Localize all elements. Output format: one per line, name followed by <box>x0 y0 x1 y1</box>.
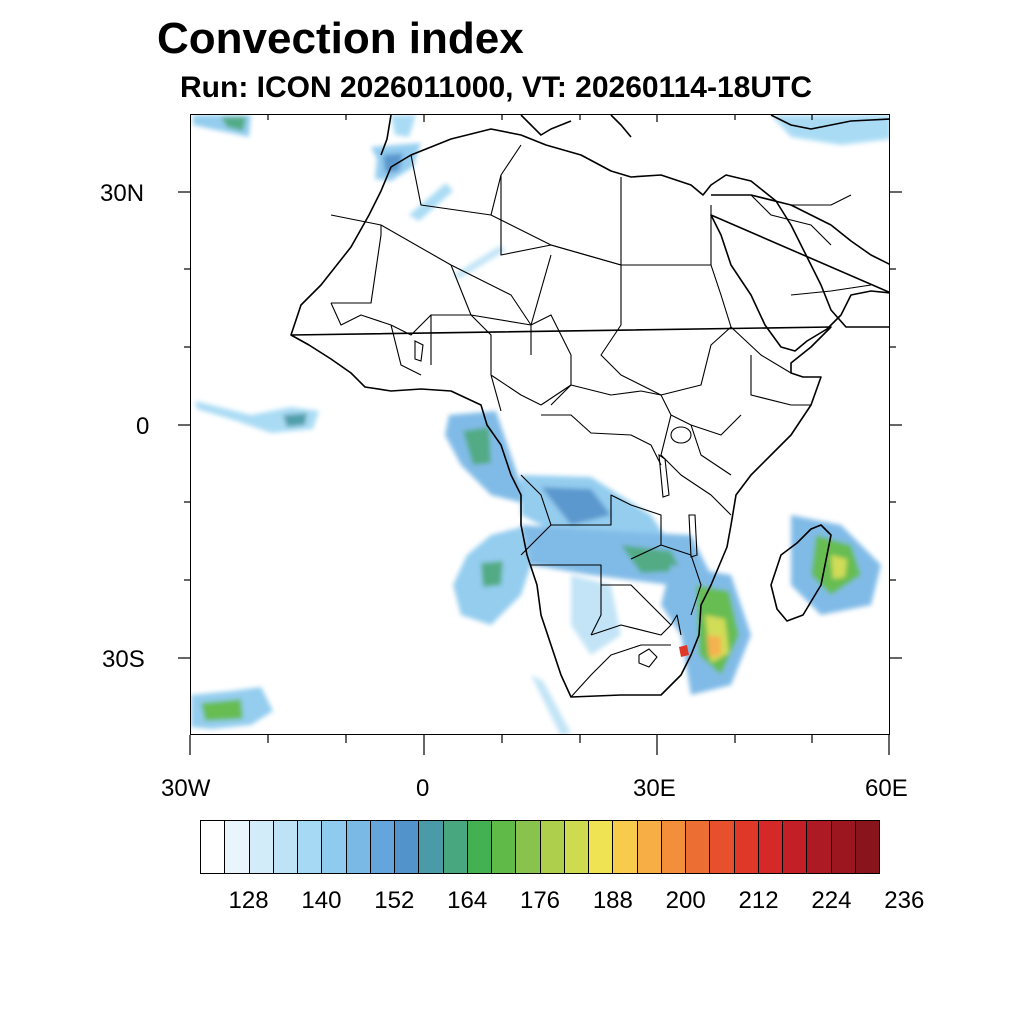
shading-se-streak <box>531 675 571 734</box>
lat-label-30n: 30N <box>100 180 145 207</box>
colorbar-swatch <box>322 821 347 873</box>
border-horn <box>730 326 811 406</box>
shading-sahel-streak <box>453 245 505 279</box>
shading-nw-corner-core <box>221 117 246 131</box>
convection-shading <box>191 115 889 734</box>
lon-label-30e: 30E <box>633 775 676 802</box>
shading-algeria-streak <box>409 183 453 221</box>
shading-med-north <box>391 115 416 137</box>
colorbar-swatch <box>467 821 492 873</box>
chart-title: Convection index <box>157 14 524 63</box>
border-sahara <box>330 214 532 355</box>
colorbar-swatch <box>249 821 274 873</box>
lake-victoria <box>670 426 692 444</box>
map-canvas <box>191 115 889 734</box>
shading-sw-corner-core <box>201 699 243 721</box>
colorbar-swatch <box>201 821 226 873</box>
colorbar-swatch <box>492 821 517 873</box>
colorbar-label: 140 <box>301 887 342 914</box>
colorbar-swatch <box>540 821 565 873</box>
lon-label-0: 0 <box>416 775 430 802</box>
colorbar-label: 128 <box>228 887 269 914</box>
lake-tanganyika <box>658 453 670 498</box>
border-east-africa <box>660 394 742 516</box>
chart-subtitle: Run: ICON 2026011000, VT: 20260114-18UTC <box>180 71 813 104</box>
border-car-drc <box>540 384 662 466</box>
colorbar-swatch <box>758 821 783 873</box>
colorbar <box>200 820 880 874</box>
lon-label-60e: 60E <box>865 775 908 802</box>
shading-madagascar-yellow <box>831 555 847 579</box>
border-angola-zambia <box>520 474 702 616</box>
colorbar-label: 176 <box>519 887 561 914</box>
colorbar-swatch <box>613 821 638 873</box>
border-south-africa <box>570 614 682 698</box>
colorbar-swatch <box>225 821 250 873</box>
colorbar-swatch <box>395 821 420 873</box>
shading-morocco-core <box>383 153 403 173</box>
border-maghreb <box>410 144 622 266</box>
shading-ocean-spiral-core <box>481 561 503 587</box>
colorbar-swatch <box>686 821 711 873</box>
peak-convection-spot <box>679 645 689 657</box>
shading-mozambique-orange <box>707 635 721 657</box>
shading-angola-zambia-core <box>621 545 681 573</box>
colorbar-label: 212 <box>738 887 779 914</box>
border-nigeria-cameroon <box>470 314 542 412</box>
coast-europe <box>380 115 889 156</box>
lake-malawi <box>688 514 698 558</box>
colorbar-swatch <box>807 821 832 873</box>
coast-madagascar <box>770 524 832 622</box>
lakes <box>414 340 698 558</box>
colorbar-swatch <box>273 821 298 873</box>
shading-atlantic-eq-core <box>283 413 307 427</box>
colorbar-swatch <box>346 821 371 873</box>
colorbar-label: 188 <box>592 887 633 914</box>
colorbar-swatch <box>783 821 808 873</box>
map-panel <box>190 114 890 735</box>
lake-volta <box>414 340 424 362</box>
colorbar-label: 236 <box>884 887 925 914</box>
colorbar-label: 224 <box>811 887 852 914</box>
colorbar-label: 200 <box>665 887 706 914</box>
colorbar-swatch <box>370 821 395 873</box>
border-middle-east <box>750 194 872 296</box>
colorbar-swatch <box>419 821 444 873</box>
colorbar-swatch <box>443 821 468 873</box>
colorbar-swatch <box>637 821 662 873</box>
colorbar-swatch <box>855 821 879 873</box>
colorbar-swatch <box>710 821 735 873</box>
shading-congo-band-core <box>541 487 611 525</box>
border-sudan <box>600 264 732 396</box>
colorbar-swatch <box>661 821 686 873</box>
shading-namibia-botswana <box>571 575 621 655</box>
border-west-africa <box>330 302 471 376</box>
colorbar-swatch <box>298 821 323 873</box>
colorbar-swatch <box>516 821 541 873</box>
country-borders <box>330 144 872 698</box>
colorbar-label: 152 <box>374 887 415 914</box>
lat-label-30s: 30S <box>102 646 145 673</box>
colorbar-swatch <box>564 821 589 873</box>
colorbar-swatch <box>734 821 759 873</box>
lon-label-30w: 30W <box>161 775 211 802</box>
colorbar-label: 164 <box>447 887 488 914</box>
colorbar-swatch <box>589 821 614 873</box>
colorbar-swatch <box>831 821 856 873</box>
border-libya-egypt <box>500 175 712 266</box>
border-namibia-botswana <box>531 564 672 636</box>
shading-ne-med <box>771 115 889 145</box>
lat-label-0: 0 <box>136 413 150 440</box>
border-niger-chad <box>450 254 572 406</box>
shading-gabon-core <box>463 427 491 465</box>
